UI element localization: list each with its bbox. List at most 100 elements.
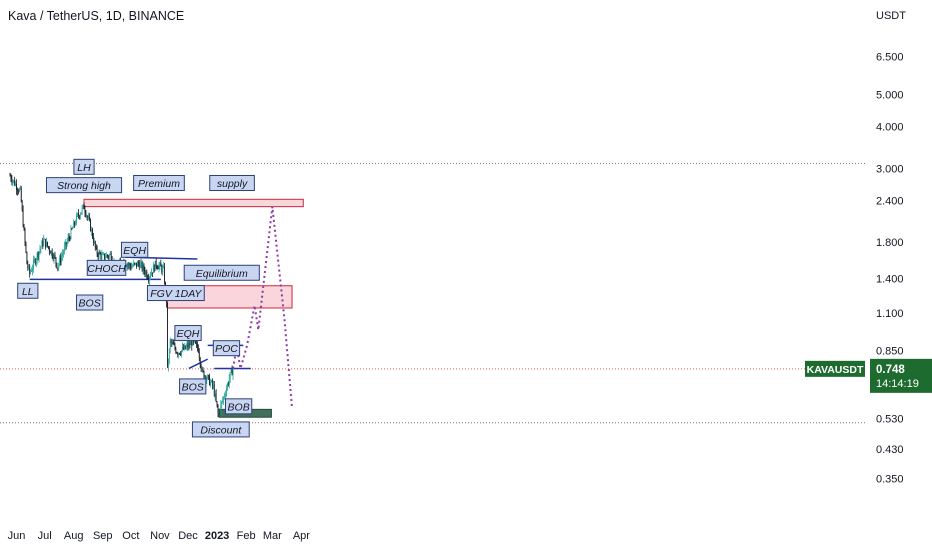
annotation-box xyxy=(146,285,205,302)
candle-body xyxy=(159,263,161,266)
candle-body xyxy=(104,253,106,259)
candle-body xyxy=(184,345,186,349)
candle-body xyxy=(163,266,165,268)
zone-supply xyxy=(83,198,304,208)
candle-body xyxy=(60,257,61,263)
candle-body xyxy=(128,263,130,265)
y-tick-label: 3.000 xyxy=(876,163,904,175)
x-tick-label: Dec xyxy=(178,530,198,542)
candle-body xyxy=(224,396,225,397)
candle-body xyxy=(70,228,72,239)
x-tick-label: Jun xyxy=(8,530,26,542)
candle-body xyxy=(225,394,226,397)
candle-body xyxy=(109,253,111,255)
candle-body xyxy=(82,204,84,208)
candle-body xyxy=(201,368,203,370)
candle-body xyxy=(64,242,66,247)
annotation-box xyxy=(120,241,149,258)
candle-body xyxy=(149,276,151,281)
annotation-tag: BOS xyxy=(75,294,104,311)
candle-body xyxy=(164,266,166,284)
candle-body xyxy=(14,180,16,186)
candle-body xyxy=(15,183,17,186)
annotation-text: Premium xyxy=(138,178,180,190)
candle-body xyxy=(107,255,108,257)
candle-body xyxy=(10,175,12,180)
candle-body xyxy=(32,268,33,271)
candle-body xyxy=(72,227,74,229)
candle-body xyxy=(89,217,91,220)
eqh-line-2 xyxy=(188,358,209,370)
candle-body xyxy=(37,253,39,258)
candle-body xyxy=(73,221,75,228)
candle-body xyxy=(183,345,185,350)
candle-body xyxy=(181,350,182,355)
candle-body xyxy=(13,180,15,181)
candle-body xyxy=(27,264,29,268)
candle-body xyxy=(16,183,17,190)
candle-body xyxy=(19,187,21,189)
y-tick-label: 0.350 xyxy=(876,474,904,486)
candle-body xyxy=(190,341,192,345)
candle-body xyxy=(202,368,204,372)
candle-body xyxy=(69,237,71,239)
candle-body xyxy=(169,340,171,350)
candle-body xyxy=(228,378,230,385)
candle-body xyxy=(229,372,231,379)
price-tag-countdown: 14:14:19 xyxy=(876,378,919,390)
annotation-box xyxy=(191,421,250,438)
annotation-box xyxy=(212,340,241,357)
annotation-box xyxy=(174,325,202,342)
candle-body xyxy=(53,254,55,259)
candle-body xyxy=(36,253,38,260)
candle-body xyxy=(20,187,22,202)
candle-body xyxy=(76,215,77,224)
annotation-tag: EQH xyxy=(120,241,149,258)
candle-body xyxy=(222,400,224,402)
candle-body xyxy=(182,347,184,350)
candle-body xyxy=(88,217,90,218)
candle-body xyxy=(170,340,172,343)
candle-body xyxy=(173,344,175,346)
x-tick-label: Aug xyxy=(64,530,84,542)
candle-body xyxy=(42,241,44,246)
candle-body xyxy=(188,342,190,348)
candle-body xyxy=(96,248,98,255)
candle-body xyxy=(85,212,87,217)
annotation-text: EQH xyxy=(177,328,200,340)
candle-body xyxy=(145,271,147,275)
candle-body xyxy=(186,344,188,347)
candle-body xyxy=(63,251,64,255)
annotation-box xyxy=(224,398,253,415)
candle-body xyxy=(95,247,97,249)
annotation-tag: supply xyxy=(209,174,255,191)
y-tick-label: 1.100 xyxy=(876,308,904,320)
candle-body xyxy=(87,216,89,218)
candle-body xyxy=(62,254,63,257)
candle-body xyxy=(29,266,31,274)
candle-body xyxy=(51,250,53,257)
y-tick-label: 0.430 xyxy=(876,444,904,456)
candle-body xyxy=(144,270,146,275)
candle-body xyxy=(176,352,178,354)
annotation-tag: POC xyxy=(212,340,241,357)
candle-body xyxy=(65,242,67,245)
candle-body xyxy=(217,405,219,413)
candle-body xyxy=(143,265,145,271)
candle-body xyxy=(75,223,76,225)
candle-body xyxy=(11,179,13,183)
x-tick-label: Nov xyxy=(150,530,170,542)
annotation-text: BOB xyxy=(228,401,250,413)
candle-body xyxy=(227,383,229,385)
y-tick-label: 2.400 xyxy=(876,196,904,208)
candle-body xyxy=(133,263,135,266)
candle-body xyxy=(83,204,85,210)
candle-body xyxy=(23,226,25,230)
candle-body xyxy=(131,266,133,269)
candle-body xyxy=(134,263,136,264)
candle-body xyxy=(136,262,137,267)
candle-body xyxy=(100,254,102,259)
candle-body xyxy=(132,265,134,267)
candle-body xyxy=(94,241,96,248)
